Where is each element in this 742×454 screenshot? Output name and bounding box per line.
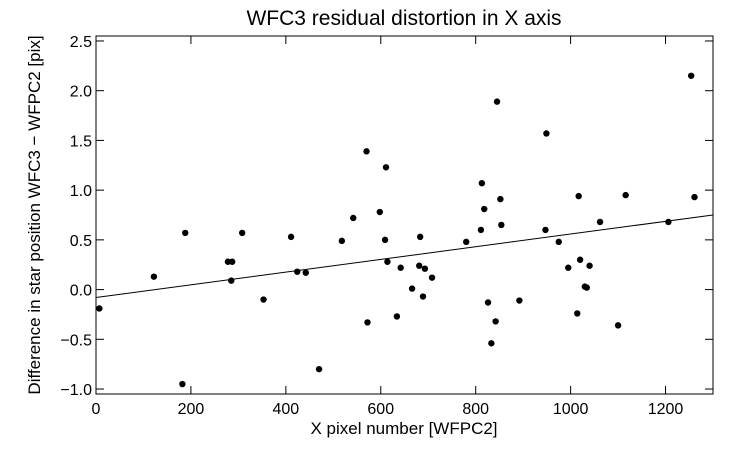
data-point [260,296,267,303]
data-point [393,313,401,320]
x-tick-label: 400 [272,401,299,418]
data-point [419,293,427,300]
data-point [497,195,504,203]
linear-fit-line [95,214,714,299]
data-point [229,258,236,265]
data-point [586,262,593,269]
y-tick-label: 0.0 [70,283,92,300]
x-tick-label: 200 [178,401,205,418]
data-point [294,268,301,275]
data-point [583,284,590,291]
plot-frame [95,35,714,395]
data-point [338,237,346,245]
data-point [516,297,523,304]
x-tick-label: 600 [367,401,394,418]
data-point [302,269,309,276]
data-point [363,148,370,155]
data-point [687,72,695,79]
data-point [182,229,189,237]
data-point [493,98,501,105]
data-point [179,380,186,388]
data-point [150,273,158,280]
data-point [481,205,488,213]
data-point [555,238,562,246]
x-tick-label: 1200 [648,401,684,418]
data-point [384,258,391,265]
data-point [574,310,581,317]
data-point [484,299,492,306]
data-point [421,265,429,272]
data-point [488,340,495,347]
data-point [463,238,470,246]
y-tick-label: 2.5 [70,34,92,51]
y-tick-label: 0.5 [70,233,92,250]
data-point [477,226,485,234]
data-point [228,277,235,284]
data-point [397,264,404,271]
data-point [416,233,424,241]
data-point [287,233,295,241]
data-point [416,262,423,269]
data-point [596,218,604,226]
data-point [96,305,103,312]
x-tick-label: 800 [462,401,489,418]
y-tick-label: 1.5 [70,133,92,150]
x-tick-label: 1000 [553,401,589,418]
data-point [238,229,246,237]
data-point [542,226,549,234]
data-point [575,192,582,200]
y-axis-label: Difference in star position WFC3 − WFPC2… [25,35,44,394]
data-point [381,236,389,244]
x-axis-label: X pixel number [WFPC2] [310,419,497,438]
data-point [315,365,323,373]
data-point [665,218,672,226]
data-point [350,214,357,222]
data-point [376,208,384,216]
data-point [408,285,416,292]
data-point [543,130,550,137]
fit-line-layer [95,214,714,299]
x-tick-label: 0 [92,401,101,418]
data-point [576,256,584,263]
data-point [622,191,629,199]
y-tick-label: 2.0 [70,84,92,101]
data-point [691,193,698,201]
y-axis-ticks: −1.0 −0.5 0.0 0.5 1.0 1.5 2.0 2.5 [60,34,713,399]
data-point [382,164,390,171]
data-point [565,264,572,271]
data-point [478,179,486,187]
y-tick-label: −1.0 [60,382,92,399]
data-point [364,319,371,326]
data-point [492,318,499,325]
y-tick-label: −0.5 [60,332,92,349]
chart-title: WFC3 residual distortion in X axis [246,7,561,30]
x-axis-ticks: 0 200 400 600 800 1000 1200 [92,36,684,418]
data-point [614,322,622,329]
data-points-layer [96,72,698,388]
y-tick-label: 1.0 [70,183,92,200]
data-point [498,221,505,229]
data-point [428,274,436,281]
